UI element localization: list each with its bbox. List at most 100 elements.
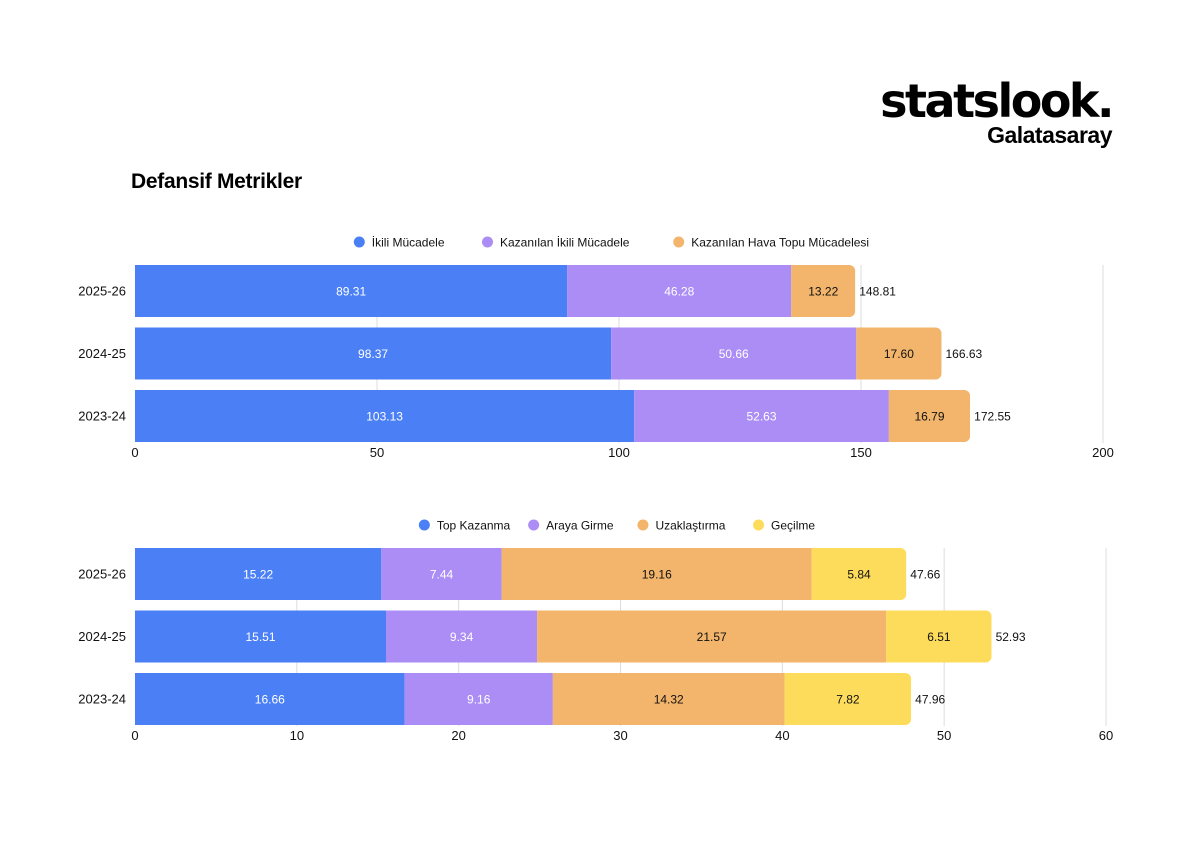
legend-swatch — [528, 519, 540, 531]
x-tick-label: 150 — [850, 445, 872, 460]
legend-item: Uzaklaştırma — [637, 519, 726, 533]
bar-value-label: 52.63 — [746, 410, 776, 424]
x-tick-label: 50 — [370, 445, 384, 460]
bar-value-label: 7.44 — [430, 568, 454, 582]
category-label: 2025-26 — [78, 284, 126, 299]
bar-segment — [856, 327, 942, 380]
bar-segment — [791, 265, 856, 317]
legend-label: Top Kazanma — [437, 519, 511, 533]
bar-row — [135, 548, 907, 600]
legend-item: Top Kazanma — [418, 519, 511, 533]
category-label: 2025-26 — [78, 567, 126, 582]
brand-block: statslook. Galatasaray — [880, 74, 1114, 148]
legend-swatch — [753, 519, 765, 531]
bar-value-label: 21.57 — [697, 630, 727, 644]
bar-segment — [537, 610, 887, 663]
x-tick-label: 20 — [451, 728, 465, 743]
category-label: 2023-24 — [78, 409, 126, 424]
bar-row — [135, 673, 912, 725]
legend-item: Kazanılan İkili Mücadele — [482, 236, 630, 250]
category-label: 2023-24 — [78, 692, 126, 707]
bar-value-label: 98.37 — [358, 347, 388, 361]
legend-item: İkili Mücadele — [353, 236, 445, 250]
x-tick-label: 40 — [775, 728, 789, 743]
legend-label: Araya Girme — [546, 519, 614, 533]
legend-label: İkili Mücadele — [372, 236, 445, 250]
x-tick-label: 10 — [290, 728, 304, 743]
bar-value-label: 89.31 — [336, 285, 366, 299]
legend-item: Araya Girme — [528, 519, 614, 533]
bar-value-label: 15.22 — [243, 568, 273, 582]
bar-row — [135, 390, 971, 442]
bar-segment — [552, 673, 785, 725]
bar-segment — [135, 265, 568, 317]
category-label: 2024-25 — [78, 629, 126, 644]
bar-value-label: 17.60 — [884, 347, 914, 361]
bar-value-label: 5.84 — [847, 568, 871, 582]
x-tick-label: 200 — [1092, 445, 1114, 460]
bar-segment — [381, 548, 502, 600]
bar-value-label: 19.16 — [642, 568, 672, 582]
bar-segment — [386, 610, 538, 663]
legend-label: Kazanılan İkili Mücadele — [500, 236, 630, 250]
x-tick-label: 100 — [608, 445, 630, 460]
bar-segment — [404, 673, 553, 725]
bar-value-label: 13.22 — [808, 285, 838, 299]
brand-logo: statslook. — [880, 74, 1114, 128]
legend-item: Geçilme — [753, 519, 815, 533]
bar-row — [135, 327, 942, 380]
bar-segment — [634, 390, 889, 442]
bar-value-label: 103.13 — [366, 410, 403, 424]
x-tick-label: 60 — [1099, 728, 1113, 743]
bar-segment — [811, 548, 907, 600]
page-title: Defansif Metrikler — [131, 170, 302, 193]
bar-value-label: 6.51 — [927, 630, 951, 644]
bar-total-label: 47.66 — [910, 568, 940, 582]
bar-value-label: 16.79 — [914, 410, 944, 424]
bar-total-label: 47.96 — [915, 693, 945, 707]
bar-segment — [135, 610, 387, 663]
legend: İkili Mücadele Kazanılan İkili Mücadele Ka… — [353, 236, 869, 250]
category-label: 2024-25 — [78, 346, 126, 361]
bar-value-label: 9.34 — [450, 630, 474, 644]
chart-duels: İkili Mücadele Kazanılan İkili Mücadele Ka… — [78, 236, 1114, 461]
bar-segment — [886, 610, 992, 663]
bar-total-label: 166.63 — [945, 347, 982, 361]
bar-value-label: 14.32 — [654, 693, 684, 707]
bar-segment — [567, 265, 792, 317]
legend-label: Uzaklaştırma — [655, 519, 725, 533]
bar-segment — [784, 673, 912, 725]
bar-value-label: 7.82 — [836, 693, 860, 707]
legend-swatch — [418, 519, 430, 531]
legend-swatch — [673, 236, 685, 248]
bar-row — [135, 610, 992, 663]
bar-row — [135, 265, 856, 317]
bar-value-label: 16.66 — [255, 693, 285, 707]
legend-label: Geçilme — [771, 519, 815, 533]
bar-total-label: 148.81 — [859, 285, 896, 299]
team-name: Galatasaray — [987, 122, 1112, 148]
bar-segment — [135, 548, 382, 600]
bar-segment — [501, 548, 812, 600]
legend-label: Kazanılan Hava Topu Mücadelesi — [691, 236, 869, 250]
bar-value-label: 15.51 — [245, 630, 275, 644]
x-tick-label: 30 — [613, 728, 627, 743]
bar-segment — [135, 673, 405, 725]
legend-item: Kazanılan Hava Topu Mücadelesi — [673, 236, 869, 250]
bar-segment — [611, 327, 857, 380]
bar-value-label: 9.16 — [467, 693, 491, 707]
bar-total-label: 172.55 — [974, 410, 1011, 424]
x-tick-label: 0 — [131, 445, 138, 460]
bar-value-label: 50.66 — [719, 347, 749, 361]
legend: Top Kazanma Araya Girme Uzaklaştırma Geçilm… — [418, 519, 815, 533]
bar-segment — [135, 390, 635, 442]
bar-total-label: 52.93 — [996, 630, 1026, 644]
legend-swatch — [482, 236, 493, 248]
legend-swatch — [353, 236, 365, 248]
chart-defensive-actions: Top Kazanma Araya Girme Uzaklaştırma Geçilm… — [78, 519, 1113, 744]
bar-segment — [888, 390, 971, 442]
bar-segment — [135, 327, 612, 380]
bar-value-label: 46.28 — [664, 285, 694, 299]
x-tick-label: 50 — [937, 728, 951, 743]
x-tick-label: 0 — [131, 728, 138, 743]
